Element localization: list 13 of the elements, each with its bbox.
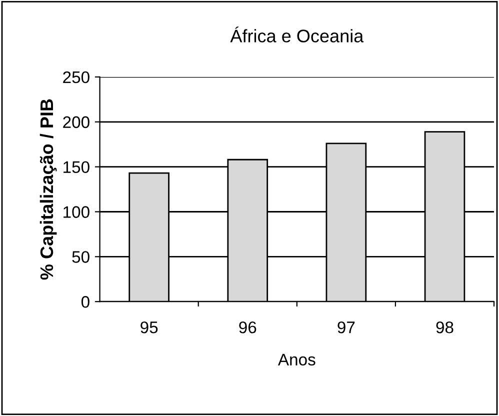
- x-tick-label: 98: [436, 321, 454, 334]
- x-tick-label: 97: [338, 321, 355, 334]
- x-tick-label: 96: [239, 321, 256, 334]
- y-tick-label: 250: [63, 71, 90, 84]
- y-tick-label: 100: [64, 206, 90, 218]
- y-tick-label: 150: [64, 161, 90, 174]
- y-tick-label: 50: [72, 251, 90, 263]
- x-axis-title: Anos: [278, 354, 316, 366]
- y-axis-title: % Capitalização / PIB: [40, 99, 57, 280]
- chart-title: África e Oceania: [230, 26, 364, 42]
- x-tick-label: 95: [140, 321, 158, 334]
- y-tick-label: 0: [81, 296, 90, 308]
- y-tick-label: 200: [63, 116, 90, 128]
